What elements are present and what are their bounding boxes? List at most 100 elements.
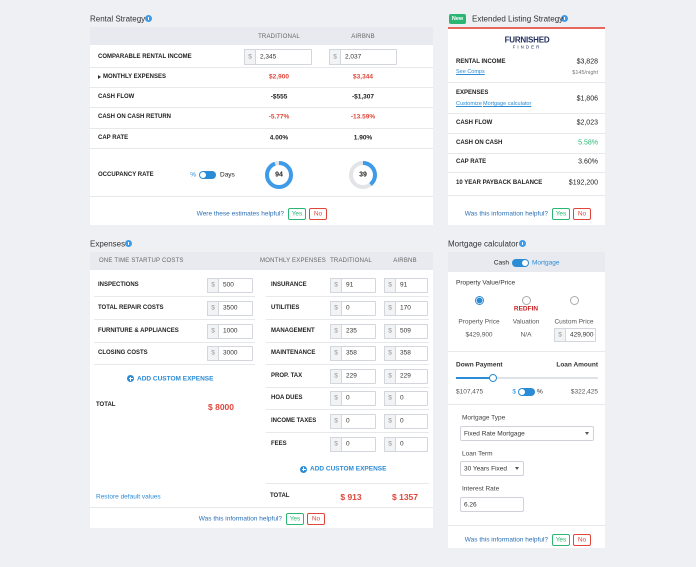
- input-value: 0: [400, 440, 404, 448]
- total-label: TOTAL: [270, 493, 290, 499]
- input-value: 1000: [223, 327, 238, 335]
- field-label: Mortgage Type: [462, 414, 506, 422]
- info-icon[interactable]: [561, 15, 568, 22]
- input-prefix: [330, 323, 342, 339]
- expand-caret[interactable]: [98, 74, 101, 79]
- row-label: CASH FLOW: [98, 94, 135, 100]
- link[interactable]: Customize: [456, 101, 482, 107]
- toggle-label[interactable]: Days: [220, 171, 235, 179]
- no-button[interactable]: [307, 513, 325, 525]
- yes-button[interactable]: [552, 208, 570, 220]
- input-prefix-text: $: [334, 349, 338, 357]
- column-header: AIRBNB: [351, 34, 375, 40]
- toggle-label[interactable]: $: [512, 388, 516, 396]
- donut-arc: [265, 161, 293, 189]
- input-prefix-text: $: [333, 53, 337, 61]
- row-label: CAP RATE: [456, 159, 487, 165]
- row-label: OCCUPANCY RATE: [98, 172, 154, 178]
- no-button-label: No: [577, 210, 587, 218]
- no-button[interactable]: [309, 208, 327, 220]
- restore-link[interactable]: Restore default values: [96, 493, 161, 501]
- input-value: 91: [346, 281, 354, 289]
- input-prefix-text: $: [211, 327, 215, 335]
- radio[interactable]: [521, 295, 531, 305]
- input-value: 0: [400, 417, 404, 425]
- input-value: 429,900: [570, 331, 594, 339]
- row-label: INSURANCE: [271, 282, 307, 288]
- yes-button-label: Yes: [555, 210, 567, 218]
- field-input[interactable]: [460, 426, 594, 441]
- divider: [448, 195, 605, 196]
- redfin-logo: REDFIN: [513, 305, 539, 313]
- toggle-label[interactable]: Cash: [493, 259, 509, 267]
- add-icon[interactable]: [127, 375, 134, 382]
- input-prefix: [384, 345, 396, 361]
- yes-button-label: Yes: [291, 210, 303, 218]
- input-prefix: [207, 277, 219, 293]
- input-prefix-text: $: [248, 53, 252, 61]
- toggle[interactable]: [518, 388, 535, 396]
- input-prefix: [244, 49, 256, 65]
- input-prefix: [207, 300, 219, 316]
- input-prefix: [330, 413, 342, 429]
- select-caret: [585, 432, 589, 435]
- input-prefix: [384, 300, 396, 316]
- divider: [448, 172, 605, 173]
- row-label: CAP RATE: [98, 135, 129, 141]
- input-prefix: [384, 277, 396, 293]
- row-label: PROP. TAX: [271, 373, 303, 379]
- input-prefix-text: $: [388, 349, 392, 357]
- toggle-label[interactable]: Mortgage: [532, 259, 560, 267]
- input-prefix-text: $: [558, 331, 562, 339]
- input-value: 235: [346, 327, 357, 335]
- slider-knob[interactable]: [489, 374, 497, 382]
- rental-strategy-header: [90, 27, 433, 45]
- input-prefix-text: $: [334, 327, 338, 335]
- input-prefix: [330, 300, 342, 316]
- input-prefix-text: $: [388, 281, 392, 289]
- field-input[interactable]: [460, 497, 524, 512]
- info-icon[interactable]: [519, 240, 526, 247]
- row-value: $2,023: [576, 119, 598, 127]
- link[interactable]: Mortgage calculator: [483, 101, 532, 107]
- select-caret: [515, 467, 519, 470]
- toggle-label[interactable]: %: [537, 388, 543, 396]
- no-button[interactable]: [573, 208, 591, 220]
- radio[interactable]: [474, 295, 484, 305]
- field-input[interactable]: [460, 461, 524, 476]
- yes-button[interactable]: [288, 208, 306, 220]
- toggle-label[interactable]: %: [190, 171, 196, 179]
- yes-button[interactable]: [552, 534, 570, 546]
- total-value: $ 913: [340, 492, 362, 502]
- option-value: N/A: [520, 331, 532, 339]
- donut-arc: [349, 161, 377, 189]
- badge: [449, 14, 466, 24]
- column-header: MONTHLY EXPENSES: [260, 258, 326, 264]
- row-value: 1.90%: [353, 134, 373, 142]
- toggle[interactable]: [512, 259, 529, 267]
- row-label: INCOME TAXES: [271, 418, 317, 424]
- feedback-question: Was this information helpful?: [198, 515, 282, 523]
- input-prefix-text: $: [334, 304, 338, 312]
- radio[interactable]: [569, 295, 579, 305]
- row-label: 10 YEAR PAYBACK BALANCE: [456, 180, 543, 186]
- divider: [90, 107, 433, 108]
- toggle-knob: [519, 389, 525, 395]
- input-prefix: [330, 277, 342, 293]
- add-icon[interactable]: [300, 465, 307, 473]
- toggle[interactable]: [199, 171, 216, 179]
- link[interactable]: See Comps: [456, 69, 485, 75]
- yes-button-label: Yes: [289, 515, 301, 523]
- row-value: $3,344: [353, 73, 373, 81]
- info-icon[interactable]: [145, 15, 152, 22]
- no-button[interactable]: [573, 534, 591, 546]
- divider: [90, 87, 433, 88]
- yes-button[interactable]: [286, 513, 304, 525]
- option-label: Custom Price: [554, 318, 594, 326]
- row-value: -5.77%: [268, 113, 290, 121]
- input-prefix-text: $: [334, 372, 338, 380]
- add-link[interactable]: ADD CUSTOM EXPENSE: [137, 375, 214, 382]
- info-icon[interactable]: [125, 240, 132, 247]
- down-payment-value: $107,475: [456, 388, 484, 396]
- add-link[interactable]: ADD CUSTOM EXPENSE: [310, 465, 387, 473]
